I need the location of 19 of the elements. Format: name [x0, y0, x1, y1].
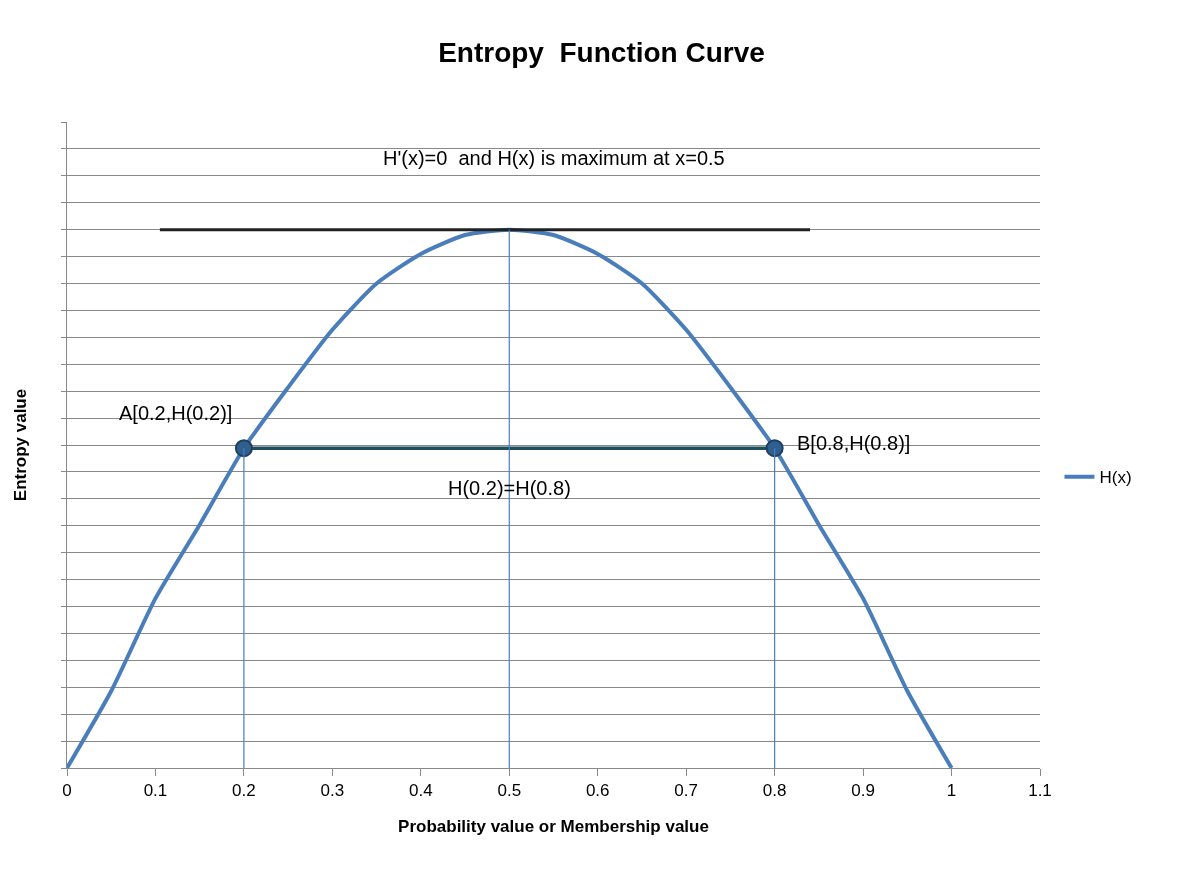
legend-label: H(x) [1099, 468, 1132, 488]
x-tick-label: 1.1 [1028, 781, 1052, 801]
text: H'(x)=0 and H(x) is maximum at x=0.5 [383, 147, 725, 169]
x-tick-label: 0.7 [674, 781, 698, 801]
x-tick-label: 0.8 [762, 781, 787, 801]
x-tick-label: 0.1 [143, 781, 168, 801]
x-tick-label: 0.4 [409, 781, 433, 801]
chart-title: Entropy Function Curve [438, 37, 765, 69]
x-tick-label: 0.5 [497, 781, 522, 801]
x-tick-label: 0.6 [585, 781, 610, 801]
x-tick-label: 0.9 [851, 781, 875, 801]
x-tick-label: 1 [946, 781, 957, 801]
x-axis-title: Probability value or Membership value [398, 816, 709, 836]
x-tick-label: 0.3 [320, 781, 345, 801]
y-axis-title: Entropy value [10, 388, 30, 502]
annotation: B[0.8,H(0.8)] [797, 432, 911, 454]
annotation: A[0.2,H(0.2)] [119, 402, 233, 424]
x-tick-label: 0 [62, 781, 72, 801]
x-tick-label: 0.2 [232, 781, 256, 801]
